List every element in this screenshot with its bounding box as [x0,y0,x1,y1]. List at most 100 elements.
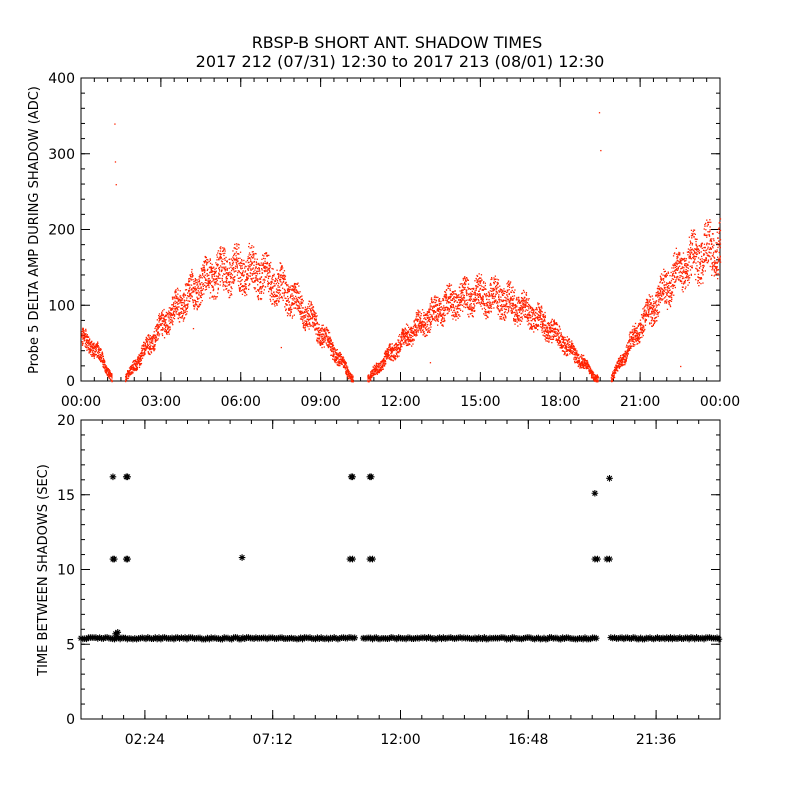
amplitude-point [169,319,172,321]
amplitude-point [422,334,424,336]
amplitude-point [450,306,453,308]
amplitude-point [555,331,557,333]
amplitude-point [333,350,335,353]
amplitude-point [135,365,137,367]
amplitude-point [302,307,304,309]
amplitude-point [222,252,224,255]
amplitude-point [255,272,257,274]
amplitude-point [105,368,108,370]
amplitude-point [478,290,480,292]
amplitude-point [531,326,533,329]
amplitude-point [395,358,397,360]
amplitude-point [287,292,289,294]
amplitude-point [219,255,222,257]
amplitude-point [326,330,328,332]
amplitude-point [271,293,273,295]
amplitude-point [429,308,431,310]
amplitude-point [477,296,480,298]
amplitude-point [219,274,221,276]
amplitude-point [95,347,97,349]
amplitude-point [233,279,236,281]
amplitude-point [323,328,325,331]
amplitude-point [145,348,147,350]
amplitude-point [100,348,102,350]
amplitude-point [469,288,472,290]
amplitude-point [180,297,182,299]
amplitude-point [371,376,373,378]
amplitude-point [153,349,156,351]
amplitude-point [268,267,271,270]
amplitude-point [344,368,347,370]
amplitude-point [307,320,310,322]
amplitude-point [239,264,241,266]
amplitude-point [290,311,292,313]
amplitude-point [434,304,437,306]
amplitude-point [131,366,134,369]
amplitude-point [158,317,160,319]
amplitude-point [343,365,345,367]
amplitude-point [350,377,352,379]
amplitude-point [429,328,432,331]
amplitude-point [338,364,340,367]
amplitude-point [129,369,131,372]
amplitude-point [166,324,168,326]
amplitude-point [208,280,210,282]
amplitude-point [265,270,267,272]
amplitude-point [337,355,340,357]
amplitude-point [538,312,541,314]
amplitude-point [209,283,211,285]
amplitude-point [540,323,542,326]
amplitude-point [565,348,567,350]
amplitude-point [460,303,462,306]
amplitude-point [188,278,190,280]
amplitude-point [478,290,480,292]
amplitude-point [408,343,410,345]
amplitude-point [154,337,156,339]
amplitude-point [473,293,475,295]
amplitude-point [523,299,525,301]
amplitude-point [522,309,524,311]
amplitude-point [244,265,246,267]
amplitude-point [83,333,85,335]
amplitude-point [339,354,341,357]
amplitude-point [540,306,542,308]
amplitude-point [194,299,196,302]
amplitude-point [474,280,476,282]
amplitude-point [519,310,521,312]
amplitude-point [436,303,439,306]
amplitude-point [241,260,243,262]
amplitude-arch-0 [80,327,113,383]
amplitude-point [482,299,484,301]
amplitude-point [525,301,527,303]
amplitude-point [324,341,326,343]
amplitude-point [472,298,474,300]
amplitude-point [504,319,506,321]
amplitude-point [312,316,314,318]
amplitude-point [199,296,202,298]
amplitude-point [322,343,324,345]
amplitude-point [187,300,189,302]
amplitude-point [504,311,506,313]
amplitude-point [333,353,335,355]
amplitude-point [466,304,468,306]
amplitude-point [106,374,108,376]
amplitude-point [545,324,547,326]
amplitude-point [555,335,557,337]
amplitude-point [82,328,84,330]
amplitude-point [132,361,134,363]
amplitude-point [564,343,566,345]
amplitude-point [545,327,547,329]
amplitude-point [155,328,158,330]
amplitude-point [140,347,143,349]
amplitude-point [494,296,496,298]
amplitude-point [297,308,300,310]
amplitude-point [513,319,515,322]
amplitude-point [295,289,297,291]
amplitude-point [213,270,216,273]
amplitude-point [410,327,412,329]
amplitude-point [525,309,527,311]
amplitude-point [300,305,302,307]
amplitude-point [97,346,99,348]
amplitude-point [225,272,228,274]
